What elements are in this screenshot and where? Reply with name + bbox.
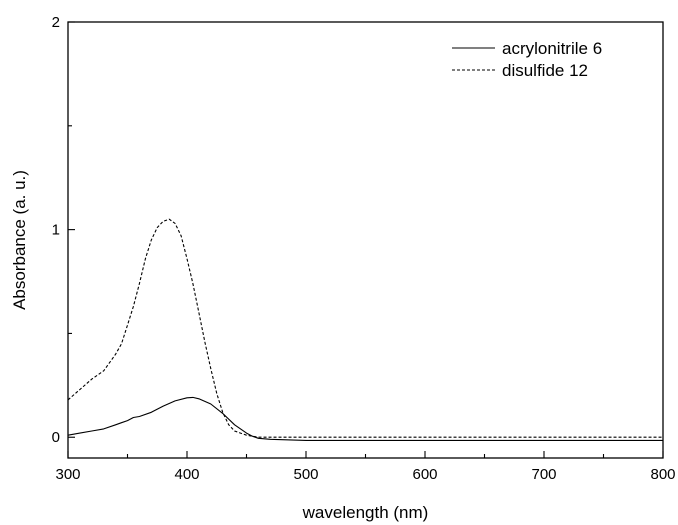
x-tick-label: 600 [412,466,437,483]
series-layer [67,218,663,441]
y-tick-label: 1 [52,222,60,239]
legend: acrylonitrile 6 disulfide 12 [452,39,602,80]
y-axis-title: Absorbance (a. u.) [10,170,29,310]
y-tick-label: 2 [52,14,60,31]
x-tick-label: 700 [531,466,556,483]
series-line-2 [67,218,663,438]
x-axis-title: wavelength (nm) [302,503,429,522]
x-tick-label: 800 [650,466,675,483]
y-tick-label: 0 [52,429,60,446]
x-tick-label: 400 [174,466,199,483]
legend-label-2: disulfide 12 [502,61,588,80]
axes-layer: 300 400 500 600 700 800 0 1 2 [52,14,676,483]
series-line-1 [67,396,663,441]
legend-label-1: acrylonitrile 6 [502,39,602,58]
x-tick-label: 500 [293,466,318,483]
plot-frame [67,21,664,459]
x-tick-label: 300 [55,466,80,483]
